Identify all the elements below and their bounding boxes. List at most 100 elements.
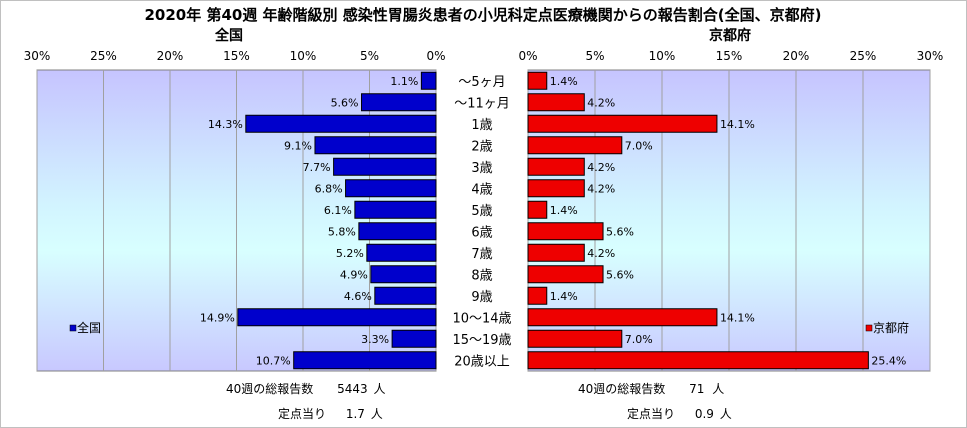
right-bar	[527, 200, 548, 219]
bar-value-label: 7.0%	[625, 333, 653, 346]
bar-value-label: 4.9%	[340, 268, 368, 281]
x-tick-label: 25%	[850, 49, 877, 63]
left-per-row: 定点当り 1.7 人	[278, 405, 383, 422]
x-tick-label: 30%	[24, 49, 51, 63]
right-bar	[527, 265, 604, 284]
bar-value-label: 4.6%	[344, 290, 372, 303]
left-plot-area: 30% 25% 20% 15% 10% 5% 0% 1.1% 5.6% 14.3% 9.1% 7.7%…	[24, 49, 446, 372]
bar-value-label: 6.1%	[324, 204, 352, 217]
left-bar	[420, 71, 437, 90]
bar-value-label: 1.4%	[550, 290, 578, 303]
left-bar	[361, 93, 437, 112]
category-label: 9歳	[471, 290, 492, 305]
left-total-row: 40週の総報告数 5443 人	[226, 380, 386, 397]
legend-label: 京都府	[873, 320, 909, 335]
left-bar	[374, 286, 437, 305]
bar-value-label: 5.6%	[331, 96, 359, 109]
bar-value-label: 5.8%	[328, 225, 356, 238]
left-bar	[237, 308, 437, 327]
bar-value-label: 14.3%	[208, 118, 243, 131]
legend-swatch	[69, 324, 77, 332]
x-tick-label: 0%	[426, 49, 445, 63]
right-bar	[527, 222, 604, 241]
right-bar	[527, 179, 585, 198]
x-tick-label: 0%	[518, 49, 537, 63]
x-tick-label: 15%	[716, 49, 743, 63]
category-label: 8歳	[471, 268, 492, 283]
category-label: 10～14歳	[452, 311, 511, 326]
left-bar	[370, 265, 437, 284]
bar-value-label: 25.4%	[871, 354, 906, 367]
x-tick-label: 15%	[223, 49, 250, 63]
legend-label: 全国	[77, 320, 101, 335]
right-total-unit: 人	[712, 382, 725, 396]
x-tick-label: 25%	[90, 49, 117, 63]
left-per-unit: 人	[370, 407, 383, 421]
bar-value-label: 1.4%	[550, 204, 578, 217]
right-plot-area: 0% 5% 10% 15% 20% 25% 30% 1.4% 4.2% 14.1% 7.0% 4.2%…	[518, 49, 944, 372]
bar-value-label: 4.2%	[587, 182, 615, 195]
left-bar	[345, 179, 437, 198]
category-label: 4歳	[471, 182, 492, 197]
left-bar	[366, 243, 437, 262]
category-label: 1歳	[471, 118, 492, 133]
right-total-label: 40週の総報告数	[578, 382, 666, 396]
category-label: 7歳	[471, 247, 492, 262]
bar-value-label: 14.9%	[200, 311, 235, 324]
category-label: ～5ヶ月	[458, 75, 505, 90]
right-total-row: 40週の総報告数 71 人	[578, 380, 724, 397]
right-bar	[527, 71, 548, 90]
chart-title: 2020年 第40週 年齢階級別 感染性胃腸炎患者の小児科定点医療機関からの報告…	[144, 6, 821, 24]
x-tick-label: 5%	[585, 49, 604, 63]
left-bar	[358, 222, 437, 241]
right-bar	[527, 136, 623, 155]
right-total-value: 71	[689, 382, 705, 396]
right-bar	[527, 157, 585, 176]
category-label: 3歳	[471, 161, 492, 176]
bar-value-label: 4.2%	[587, 96, 615, 109]
right-bar	[527, 351, 869, 370]
right-bar	[527, 286, 548, 305]
category-label: 15～19歳	[452, 333, 511, 348]
bar-value-label: 1.1%	[390, 75, 418, 88]
x-tick-label: 20%	[783, 49, 810, 63]
left-bar	[354, 200, 437, 219]
bar-value-label: 6.8%	[315, 182, 343, 195]
bar-value-label: 4.2%	[587, 161, 615, 174]
right-bar	[527, 93, 585, 112]
bar-value-label: 7.7%	[303, 161, 331, 174]
bar-value-label: 5.6%	[606, 225, 634, 238]
left-total-value: 5443	[337, 382, 368, 396]
left-bar	[245, 114, 437, 133]
left-bar	[293, 351, 437, 370]
left-bar	[391, 329, 437, 348]
x-tick-label: 30%	[917, 49, 944, 63]
x-tick-label: 5%	[360, 49, 379, 63]
category-label: 2歳	[471, 139, 492, 154]
left-per-label: 定点当り	[278, 407, 327, 421]
x-tick-label: 10%	[290, 49, 317, 63]
category-label: ～11ヶ月	[454, 96, 510, 111]
bar-value-label: 4.2%	[587, 247, 615, 260]
x-tick-label: 20%	[157, 49, 184, 63]
right-per-unit: 人	[719, 407, 732, 421]
category-label: 6歳	[471, 225, 492, 240]
bar-value-label: 14.1%	[720, 311, 755, 324]
bar-value-label: 9.1%	[284, 139, 312, 152]
x-tick-label: 10%	[649, 49, 676, 63]
left-per-value: 1.7	[345, 407, 365, 421]
left-total-unit: 人	[373, 382, 386, 396]
right-bar	[527, 329, 623, 348]
bar-value-label: 5.6%	[606, 268, 634, 281]
right-per-value: 0.9	[694, 407, 714, 421]
right-per-label: 定点当り	[627, 407, 676, 421]
category-label: 20歳以上	[454, 354, 510, 369]
right-bar	[527, 243, 585, 262]
right-per-row: 定点当り 0.9 人	[627, 405, 732, 422]
right-bar	[527, 308, 718, 327]
bar-value-label: 5.2%	[336, 247, 364, 260]
category-labels: ～5ヶ月 ～11ヶ月 1歳 2歳 3歳 4歳 5歳 6歳 7歳 8歳 9歳 10～14歳 15～19歳 2…	[452, 75, 511, 370]
right-bar	[527, 114, 718, 133]
bar-value-label: 1.4%	[550, 75, 578, 88]
